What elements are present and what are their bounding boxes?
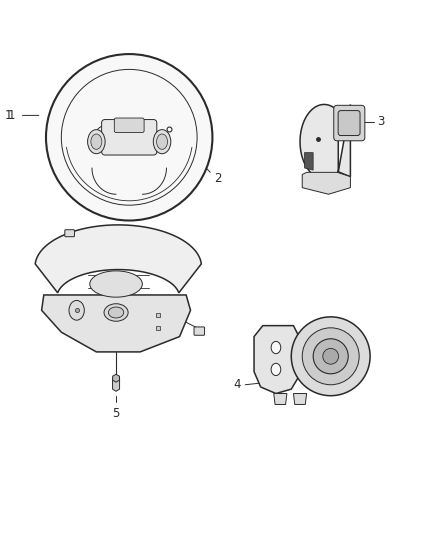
Ellipse shape (271, 342, 281, 354)
FancyBboxPatch shape (334, 106, 365, 141)
Polygon shape (302, 172, 350, 194)
Polygon shape (274, 393, 287, 405)
Polygon shape (293, 393, 307, 405)
Text: 5: 5 (113, 407, 120, 419)
Text: 4: 4 (233, 378, 241, 391)
Ellipse shape (88, 130, 105, 154)
Polygon shape (35, 225, 201, 293)
Circle shape (291, 317, 370, 395)
Ellipse shape (153, 130, 171, 154)
Ellipse shape (69, 301, 84, 320)
Text: 3: 3 (377, 116, 384, 128)
Ellipse shape (90, 271, 142, 297)
Ellipse shape (104, 304, 128, 321)
Text: 2: 2 (215, 172, 222, 185)
Polygon shape (113, 378, 120, 391)
Polygon shape (113, 374, 120, 382)
Circle shape (46, 54, 212, 221)
FancyBboxPatch shape (114, 118, 144, 133)
Text: 1: 1 (5, 109, 13, 122)
Ellipse shape (91, 134, 102, 149)
Polygon shape (42, 295, 191, 352)
Circle shape (313, 339, 348, 374)
Ellipse shape (108, 307, 124, 318)
Ellipse shape (157, 134, 167, 149)
FancyBboxPatch shape (338, 110, 360, 135)
Polygon shape (300, 104, 350, 179)
Ellipse shape (271, 364, 281, 376)
FancyBboxPatch shape (65, 230, 74, 237)
Circle shape (302, 328, 359, 385)
Text: 1: 1 (8, 109, 15, 122)
FancyBboxPatch shape (102, 119, 157, 155)
Polygon shape (254, 326, 298, 393)
Circle shape (323, 349, 339, 364)
FancyBboxPatch shape (194, 327, 205, 335)
Polygon shape (304, 152, 313, 170)
